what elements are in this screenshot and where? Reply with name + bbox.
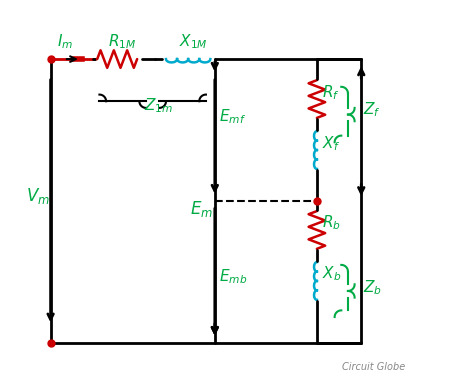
Text: $X_f$: $X_f$ [322, 134, 340, 152]
Text: $Z_b$: $Z_b$ [364, 278, 383, 297]
Text: $Z_f$: $Z_f$ [364, 101, 382, 119]
Text: Circuit Globe: Circuit Globe [342, 362, 406, 372]
Text: $V_m$: $V_m$ [26, 186, 50, 206]
Text: $R_f$: $R_f$ [322, 83, 340, 101]
Text: $I_m$: $I_m$ [57, 33, 73, 51]
Text: $E_{mf}$: $E_{mf}$ [219, 107, 246, 126]
Text: $R_{1M}$: $R_{1M}$ [108, 33, 137, 51]
Text: $X_b$: $X_b$ [322, 265, 342, 283]
Text: $E_m$: $E_m$ [191, 200, 213, 219]
Text: $R_b$: $R_b$ [322, 214, 341, 233]
Text: $E_{mb}$: $E_{mb}$ [219, 267, 247, 286]
Text: $X_{1M}$: $X_{1M}$ [179, 33, 208, 51]
Text: $Z_{1m}$: $Z_{1m}$ [144, 96, 173, 115]
